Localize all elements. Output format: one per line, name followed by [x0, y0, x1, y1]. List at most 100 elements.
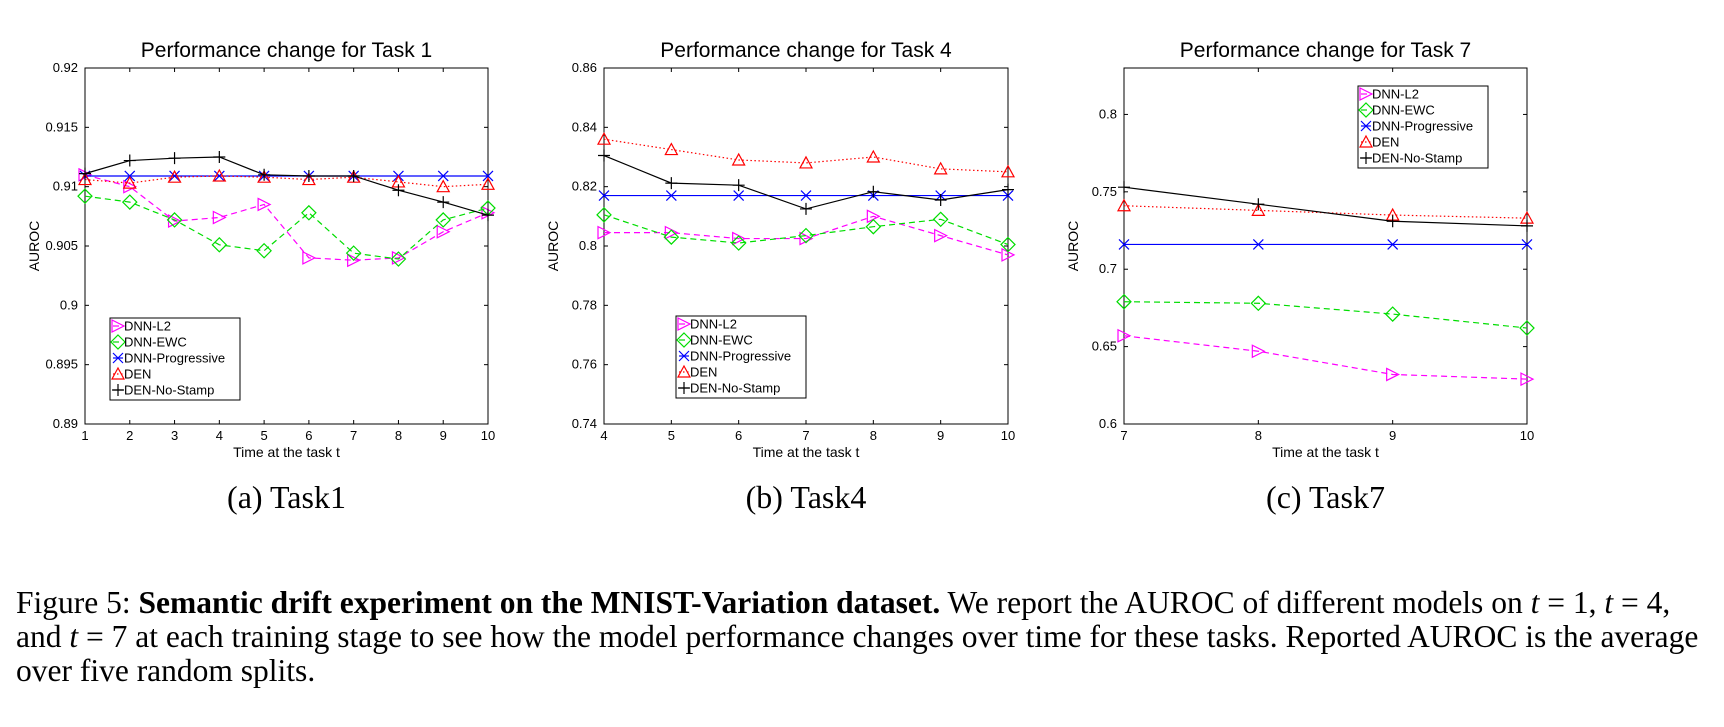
- x-tick-label: 7: [802, 428, 809, 443]
- data-point: [1386, 215, 1399, 228]
- y-axis-label: AUROC: [26, 221, 42, 272]
- y-tick-label: 0.91: [53, 179, 78, 194]
- legend-marker: [112, 352, 124, 364]
- series-line: [84, 195, 489, 260]
- caption-math-t1: t: [1530, 585, 1540, 620]
- data-point: [435, 212, 452, 228]
- data-point: [1519, 320, 1535, 336]
- data-point: [436, 224, 451, 239]
- legend-marker: [676, 332, 692, 348]
- data-point: [482, 170, 494, 182]
- x-tick-label: 10: [1520, 428, 1534, 443]
- data-point: [390, 251, 407, 267]
- legend-entry: DNN-L2: [124, 319, 171, 334]
- data-point: [302, 169, 315, 182]
- legend-marker: [1360, 120, 1372, 132]
- legend-entry: DEN-No-Stamp: [1372, 151, 1462, 166]
- data-point: [1384, 306, 1401, 322]
- x-tick-label: 4: [216, 428, 223, 443]
- data-point: [1117, 328, 1132, 343]
- x-axis-label: Time at the task t: [753, 444, 860, 460]
- legend-marker: [1358, 134, 1374, 148]
- data-point: [865, 218, 882, 235]
- legend-entry: DNN-Progressive: [124, 351, 225, 366]
- legend: DNN-L2DNN-EWCDNN-ProgressiveDENDEN-No-St…: [675, 315, 807, 399]
- y-tick-label: 0.895: [45, 357, 78, 372]
- data-point: [1116, 293, 1132, 310]
- chart-title: Performance change for Task 7: [1180, 39, 1471, 62]
- series-DEN: [596, 131, 1016, 178]
- caption-math-t4: t: [1604, 585, 1614, 620]
- series-DEN-No-Stamp: [79, 151, 494, 222]
- series-DNN-EWC: [77, 188, 496, 267]
- data-point: [1521, 219, 1533, 232]
- data-point: [482, 209, 494, 222]
- data-point: [345, 245, 362, 261]
- data-point: [733, 190, 745, 201]
- data-point: [392, 184, 405, 197]
- chart-1: Performance change for Task 1 1 2 3 4 5 6 7 8 9 10…: [26, 39, 496, 515]
- legend: DNN-L2DNN-EWCDNN-ProgressiveDENDEN-No-St…: [109, 317, 241, 401]
- data-point: [347, 169, 360, 182]
- data-point: [436, 179, 451, 193]
- legend-box: [109, 317, 241, 401]
- legend-marker: [112, 384, 124, 396]
- legend-entry: DNN-EWC: [690, 333, 753, 348]
- series-line: [84, 156, 489, 216]
- y-tick-label: 0.78: [572, 297, 597, 312]
- y-tick-label: 0.89: [53, 416, 78, 431]
- data-point: [1520, 372, 1535, 387]
- data-point: [257, 197, 272, 212]
- series-line: [84, 174, 489, 261]
- data-point: [213, 170, 225, 182]
- legend-entry: DNN-Progressive: [1372, 119, 1473, 134]
- x-axis-label: Time at the task t: [233, 444, 340, 460]
- legend-entry: DEN: [1372, 135, 1399, 150]
- legend-box: [1357, 85, 1489, 169]
- data-point: [302, 250, 317, 265]
- legend-entry: DNN-L2: [690, 317, 737, 332]
- series-line: [1123, 186, 1528, 227]
- x-tick-label: 1: [81, 428, 88, 443]
- x-tick-label: 10: [481, 428, 495, 443]
- data-point: [934, 228, 949, 243]
- x-axis-label: Time at the task t: [1272, 444, 1379, 460]
- legend-marker: [111, 319, 126, 333]
- legend-entry: DNN-EWC: [124, 335, 187, 350]
- data-point: [79, 167, 91, 180]
- data-point: [1387, 239, 1399, 250]
- series-DNN-L2: [1117, 328, 1535, 387]
- series-line: [84, 175, 489, 188]
- x-tick-label: 7: [350, 428, 357, 443]
- data-point: [121, 194, 138, 210]
- legend-entry: DNN-EWC: [1372, 103, 1435, 118]
- data-point: [933, 161, 948, 175]
- x-tick-label: 9: [1389, 428, 1396, 443]
- data-point: [665, 190, 677, 201]
- data-point: [799, 231, 814, 246]
- data-point: [731, 152, 746, 166]
- caption-eq-1: = 1,: [1539, 585, 1605, 620]
- x-tick-label: 5: [260, 428, 267, 443]
- data-point: [169, 170, 180, 182]
- legend-box: [675, 315, 807, 399]
- series-DNN-Progressive: [1118, 239, 1533, 250]
- axes-frame: [1123, 67, 1528, 425]
- y-tick-label: 0.86: [572, 60, 597, 75]
- data-point: [301, 204, 317, 221]
- x-tick-label: 6: [735, 428, 742, 443]
- data-point: [597, 225, 612, 240]
- data-point: [665, 177, 678, 190]
- data-point: [800, 202, 812, 215]
- x-tick-label: 4: [600, 428, 607, 443]
- y-tick-label: 0.8: [579, 238, 597, 253]
- y-tick-label: 0.9: [60, 297, 78, 312]
- series-line: [1123, 301, 1528, 329]
- data-point: [732, 179, 745, 192]
- legend-entry: DNN-L2: [1372, 87, 1419, 102]
- x-tick-label: 3: [171, 428, 178, 443]
- sub-caption: (c) Task7: [1266, 479, 1385, 515]
- legend-entry: DNN-Progressive: [690, 349, 791, 364]
- legend: DNN-L2DNN-EWCDNN-ProgressiveDENDEN-No-St…: [1357, 85, 1489, 169]
